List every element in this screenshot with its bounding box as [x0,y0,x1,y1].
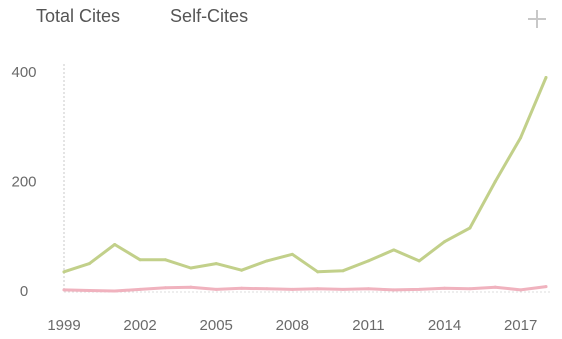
total-cites-point [443,240,447,244]
total-cites-point [519,136,523,140]
y-tick-label: 400 [11,64,36,81]
total-cites-point [341,269,345,273]
self-cites-point [214,287,218,291]
total-cites-point [240,268,244,272]
total-cites-line [62,76,548,274]
plus-icon[interactable] [528,10,546,28]
self-cites-point [62,288,66,292]
self-cites-point [443,286,447,290]
total-cites-point [265,259,269,263]
total-cites-point [163,258,167,262]
total-cites-point [366,259,370,263]
self-cites-point [240,286,244,290]
self-cites-point [392,288,396,292]
self-cites-line [62,285,548,293]
x-tick-label: 2017 [504,317,537,334]
total-cites-point [214,262,218,266]
x-tick-label: 2011 [352,317,384,334]
total-cites-point [544,75,548,79]
total-cites-point [87,262,91,266]
legend-total-cites[interactable]: Total Cites [36,6,121,26]
total-cites-point [316,270,320,274]
x-tick-label: 2002 [123,317,156,334]
self-cites-point [87,288,91,292]
self-cites-point [138,287,142,291]
total-cites-point [468,226,472,230]
x-tick-label: 2014 [428,317,461,334]
total-cites-point [493,180,497,183]
y-tick-label: 200 [11,174,36,191]
legend: Total Cites Self-Cites [36,6,248,27]
x-tick-label: 2008 [276,317,309,334]
total-cites-point [113,242,117,246]
total-cites-point [290,252,294,256]
total-cites-point [62,270,66,274]
self-cites-point [519,288,523,292]
self-cites-point [341,287,345,291]
total-cites-point [417,259,421,263]
total-cites-point [138,258,142,262]
self-cites-point [366,287,370,291]
self-cites-point [189,285,193,289]
self-cites-point [290,287,294,291]
y-tick-label: 0 [20,283,28,300]
x-tick-label: 2005 [200,317,233,334]
total-cites-point [392,248,396,252]
self-cites-point [316,287,320,291]
self-cites-point [163,286,167,290]
self-cites-point [493,285,497,289]
self-cites-point [544,285,548,289]
self-cites-point [468,287,472,291]
self-cites-point [417,287,421,291]
x-tick-label: 1999 [47,317,80,334]
legend-self-cites[interactable]: Self-Cites [170,6,249,26]
total-cites-point [189,266,193,270]
self-cites-point [113,289,117,293]
self-cites-point [265,287,269,291]
